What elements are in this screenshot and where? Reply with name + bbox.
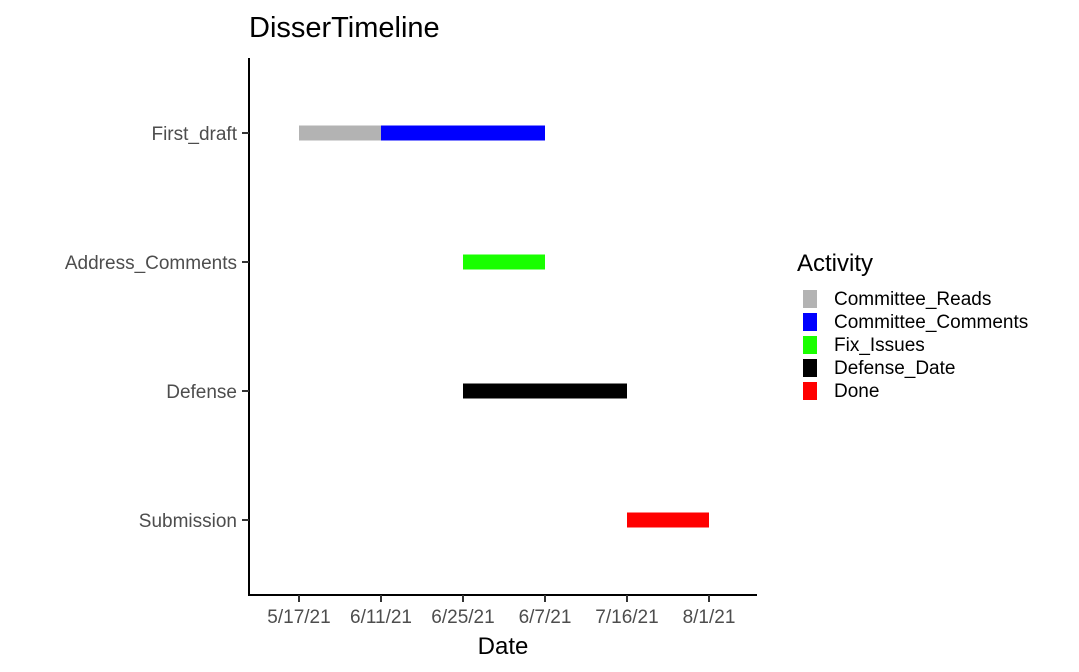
x-tick-label: 7/16/21 <box>595 607 658 628</box>
legend-swatch <box>803 313 817 331</box>
x-tick-label: 8/1/21 <box>683 607 736 628</box>
legend-items: Committee_ReadsCommittee_CommentsFix_Iss… <box>803 289 1028 402</box>
legend-title: Activity <box>797 250 873 277</box>
legend-label: Done <box>834 381 879 402</box>
y-ticks: First_draft Address_Comments Defense Submis… <box>65 124 249 532</box>
x-tick-label: 6/25/21 <box>431 607 494 628</box>
bar-first-draft-committee-comments <box>381 125 545 141</box>
legend-label: Committee_Comments <box>834 312 1028 333</box>
bar-first-draft-committee-reads <box>299 125 381 141</box>
x-tick-label: 5/17/21 <box>267 607 330 628</box>
legend-swatch <box>803 336 817 354</box>
legend-label: Defense_Date <box>834 358 955 379</box>
x-tick-label: 6/11/21 <box>350 607 412 628</box>
chart-title: DisserTimeline <box>249 12 440 44</box>
bar-submission-done <box>627 512 709 528</box>
x-tick-label: 6/7/21 <box>519 607 572 628</box>
legend-label: Committee_Reads <box>834 289 991 310</box>
legend-swatch <box>803 382 817 400</box>
axes-layer <box>248 58 757 596</box>
bar-address-comments-fix-issues <box>463 254 545 270</box>
legend-swatch <box>803 359 817 377</box>
y-tick-label: Address_Comments <box>65 253 237 274</box>
bar-defense-defense-date <box>463 383 627 399</box>
legend: Activity Committee_ReadsCommittee_Commen… <box>797 250 1028 402</box>
x-axis-title: Date <box>478 633 529 660</box>
y-tick-label: Defense <box>166 382 237 403</box>
bars-layer <box>299 125 709 528</box>
legend-swatch <box>803 290 817 308</box>
legend-label: Fix_Issues <box>834 335 925 356</box>
y-tick-label: Submission <box>139 511 237 532</box>
y-tick-label: First_draft <box>151 124 237 145</box>
x-ticks: 5/17/21 6/11/21 6/25/21 6/7/21 7/16/21 8/1/21 <box>267 595 735 628</box>
